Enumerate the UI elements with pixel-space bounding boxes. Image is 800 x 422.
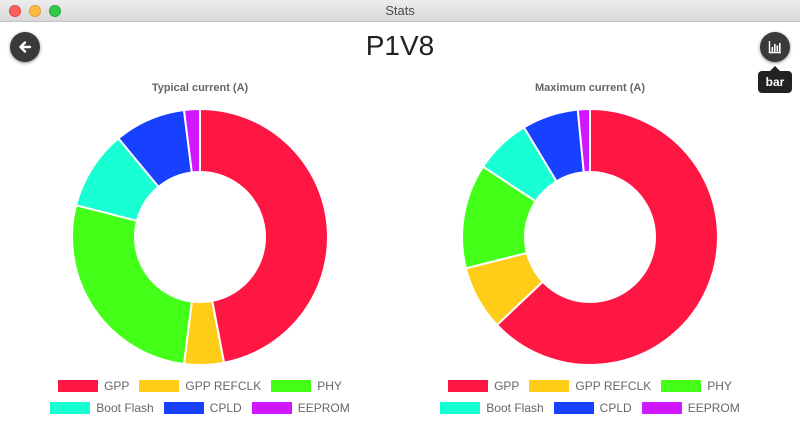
legend-label: Boot Flash: [486, 401, 544, 415]
legend-swatch: [50, 402, 91, 414]
legend-swatch: [163, 402, 204, 414]
page-title: P1V8: [365, 30, 435, 61]
back-button[interactable]: [10, 32, 40, 62]
legend-swatch: [448, 380, 489, 392]
chart-legend: GPP GPP REFCLK PHY Boot Flash CPLD EEPRO…: [395, 375, 785, 419]
legend-item-eeprom[interactable]: EEPROM: [641, 401, 740, 415]
window-titlebar: Stats: [0, 0, 800, 22]
legend-label: CPLD: [599, 401, 632, 415]
legend-item-phy[interactable]: PHY: [271, 379, 342, 393]
legend-label: GPP REFCLK: [575, 379, 652, 393]
maximum-current-donut: [461, 107, 719, 366]
chart-legend: GPP GPP REFCLK PHY Boot Flash CPLD EEPRO…: [5, 375, 395, 419]
legend-item-gpp-refclk[interactable]: GPP REFCLK: [529, 379, 651, 393]
legend-label: EEPROM: [687, 401, 740, 415]
legend-item-gpp[interactable]: GPP: [58, 379, 129, 393]
legend-item-gpp-refclk[interactable]: GPP REFCLK: [139, 379, 261, 393]
maximum-current-chart: Maximum current (A) GPP GPP REFCLK PHY B…: [395, 80, 785, 422]
legend-item-cpld[interactable]: CPLD: [553, 401, 632, 415]
legend-swatch: [553, 402, 594, 414]
legend-label: Boot Flash: [96, 401, 154, 415]
legend-item-cpld[interactable]: CPLD: [163, 401, 242, 415]
legend-swatch: [271, 380, 312, 392]
arrow-left-icon: [19, 41, 32, 53]
legend-item-eeprom[interactable]: EEPROM: [251, 401, 350, 415]
legend-label: EEPROM: [297, 401, 350, 415]
bar-tooltip: bar: [758, 66, 792, 93]
legend-label: CPLD: [209, 401, 242, 415]
slice-eeprom[interactable]: [576, 107, 591, 174]
legend-label: GPP REFCLK: [185, 379, 262, 393]
legend-label: PHY: [317, 379, 342, 393]
bar-chart-icon: [768, 41, 781, 54]
legend-swatch: [641, 402, 682, 414]
legend-label: PHY: [707, 379, 732, 393]
typical-current-donut: [71, 107, 329, 366]
legend-swatch: [661, 380, 702, 392]
slice-gpp[interactable]: [199, 107, 329, 364]
chart-title: Maximum current (A): [534, 82, 646, 94]
bar-chart-toggle-button[interactable]: [760, 32, 790, 62]
window-close-button[interactable]: [9, 5, 21, 17]
legend-swatch: [139, 380, 180, 392]
window-title: Stats: [385, 3, 415, 18]
legend-item-boot-flash[interactable]: Boot Flash: [440, 401, 544, 415]
legend-swatch: [58, 380, 99, 392]
legend-label: GPP: [494, 379, 520, 393]
legend-item-gpp[interactable]: GPP: [448, 379, 519, 393]
typical-current-chart: Typical current (A) GPP GPP REFCLK PHY B…: [5, 80, 395, 422]
slice-gpp[interactable]: [495, 107, 719, 366]
slice-eeprom[interactable]: [182, 107, 201, 174]
window-minimize-button[interactable]: [29, 5, 41, 17]
legend-item-boot-flash[interactable]: Boot Flash: [50, 401, 154, 415]
legend-item-phy[interactable]: PHY: [661, 379, 732, 393]
legend-swatch: [440, 402, 481, 414]
window-maximize-button[interactable]: [49, 5, 61, 17]
legend-swatch: [251, 402, 292, 414]
legend-swatch: [529, 380, 570, 392]
chart-title: Typical current (A): [151, 82, 249, 94]
slice-phy[interactable]: [71, 203, 193, 366]
legend-label: GPP: [104, 379, 130, 393]
